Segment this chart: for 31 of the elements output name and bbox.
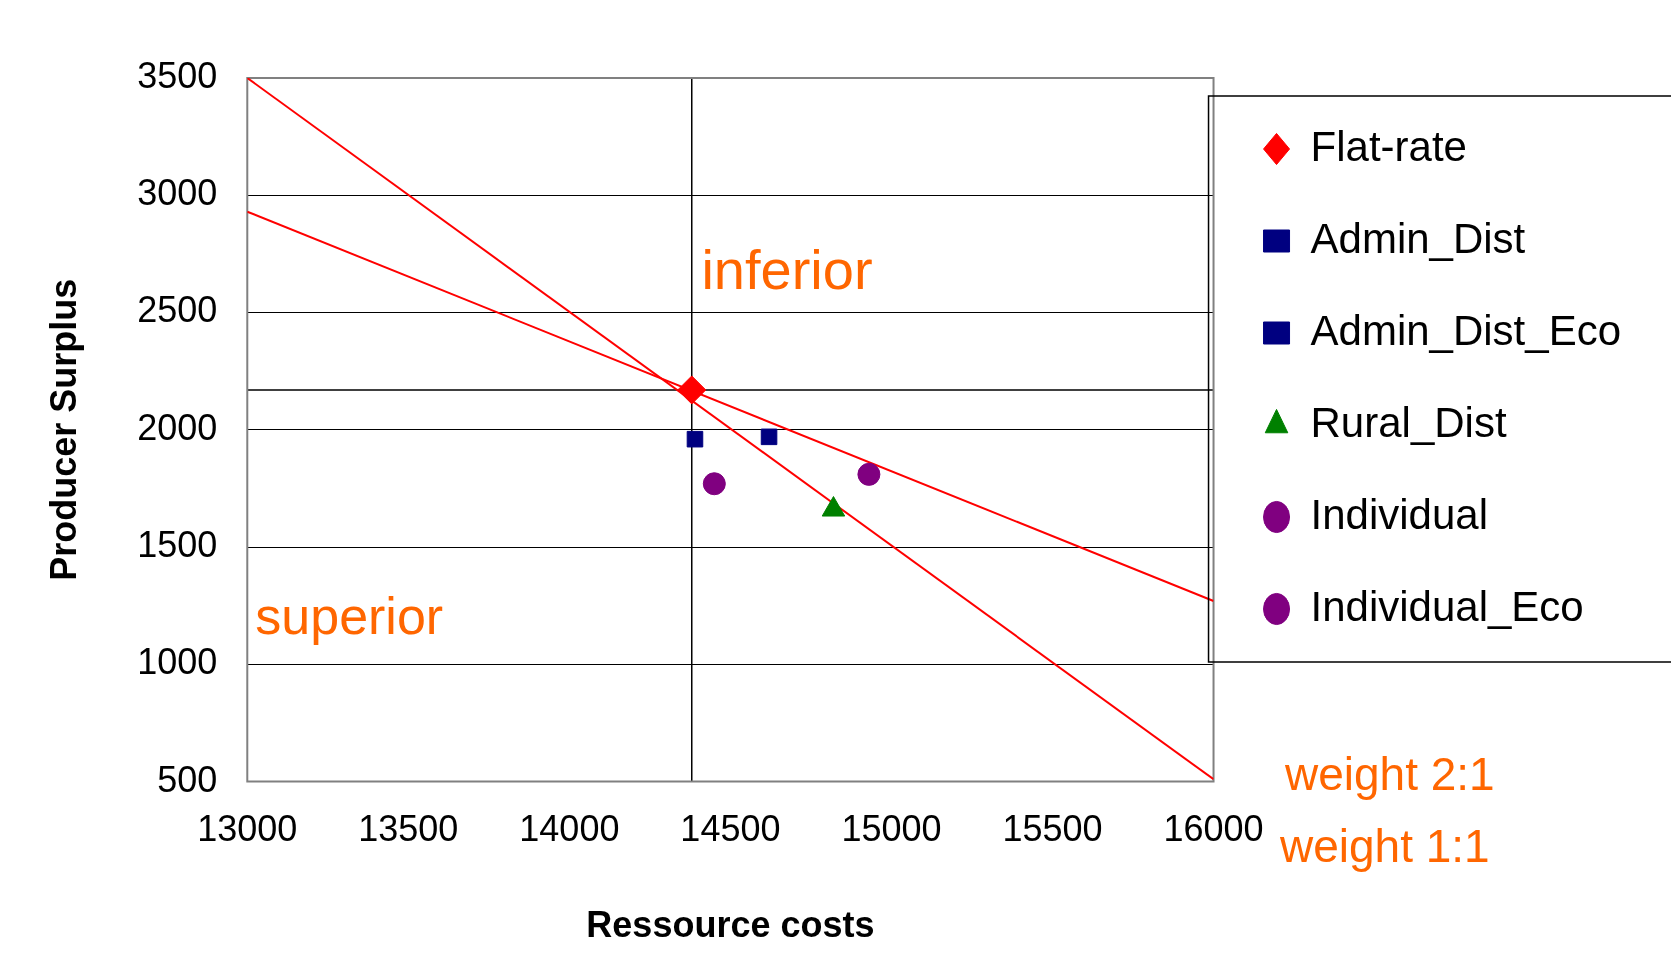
x-tick-label: 14000 [519, 808, 620, 850]
legend-label: Rural_Dist [1310, 398, 1507, 446]
x-tick-label: 13500 [358, 808, 459, 850]
legend-label: Admin_Dist_Eco [1310, 306, 1621, 354]
y-tick-label: 3000 [137, 172, 218, 214]
annotation: inferior [701, 238, 873, 302]
x-axis-title: Ressource costs [586, 904, 875, 946]
text: weight 2:1 [1284, 748, 1495, 800]
y-tick-label: 2000 [137, 406, 218, 448]
x-tick-label: 16000 [1163, 808, 1264, 850]
point [702, 472, 726, 496]
y-tick-label: 2500 [137, 289, 218, 331]
x-tick-label: 13000 [197, 808, 298, 850]
y-tick-label: 500 [157, 758, 218, 800]
point [686, 430, 704, 448]
y-axis-title: Producer Surplus [42, 278, 84, 581]
legend-label: Admin_Dist [1310, 214, 1526, 262]
y-tick-label: 3500 [137, 54, 218, 96]
text: weight 1:1 [1279, 820, 1490, 872]
x-tick-label: 15000 [841, 808, 942, 850]
point [677, 375, 707, 405]
point [760, 428, 778, 446]
legend-label: Flat-rate [1310, 122, 1467, 170]
legend-label: Individual_Eco [1310, 582, 1584, 630]
annotation: superior [255, 586, 444, 645]
point [857, 462, 881, 486]
x-tick-label: 15500 [1002, 808, 1103, 850]
x-tick-label: 14500 [680, 808, 781, 850]
legend-label: Individual [1310, 490, 1488, 538]
y-tick-label: 1000 [137, 641, 218, 683]
y-tick-label: 1500 [137, 523, 218, 565]
